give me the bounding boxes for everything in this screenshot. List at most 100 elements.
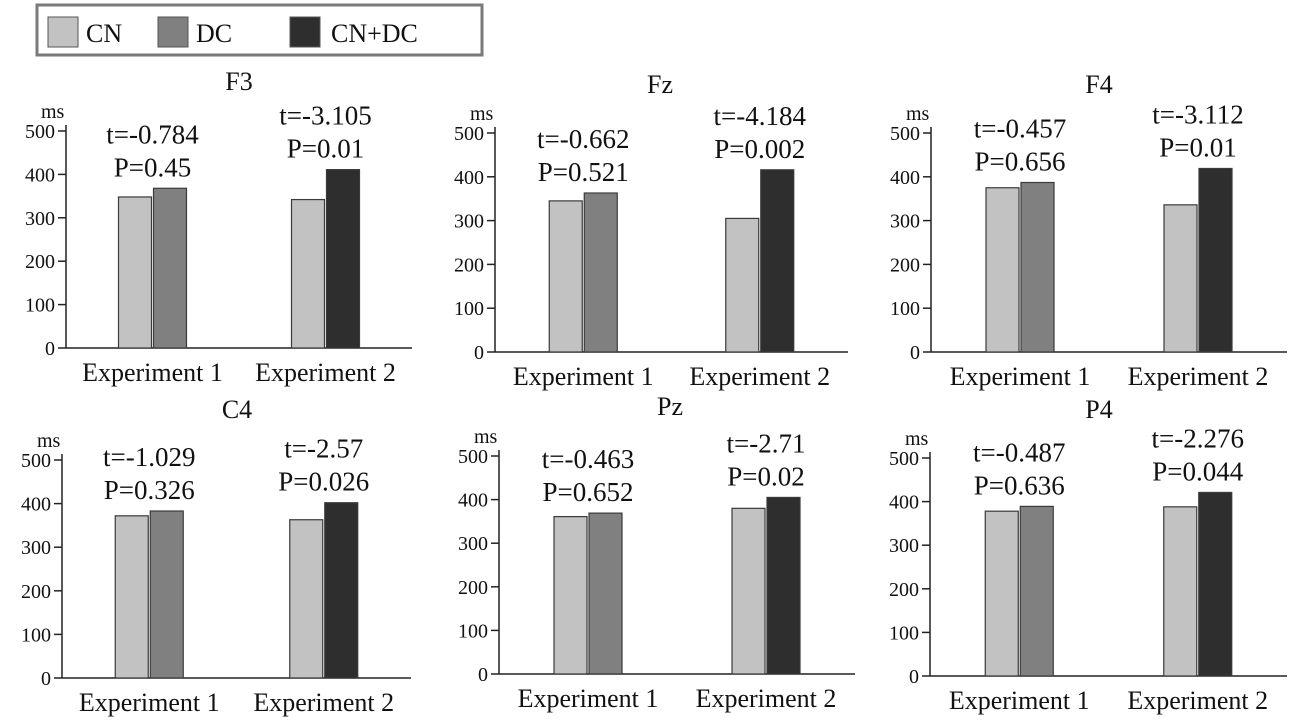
chart-panel-fz: Fz ms 0 100 200 300 400 500 Experiment 1 t=-0.662… <box>454 70 848 391</box>
t-statistic-label: t=-3.112 <box>1152 99 1243 129</box>
y-tick-label: 200 <box>21 581 51 603</box>
y-tick-label: 200 <box>889 579 919 601</box>
y-tick-label: 100 <box>458 620 488 642</box>
y-tick-label: 0 <box>45 338 55 360</box>
y-tick-label: 100 <box>21 624 51 646</box>
panel-title: F3 <box>225 67 252 96</box>
bar-cn-1 <box>548 200 583 353</box>
legend-label-cn-dc: CN+DC <box>331 19 418 48</box>
y-tick-label: 400 <box>890 167 920 189</box>
x-category-label: Experiment 2 <box>696 684 837 713</box>
y-tick-label: 200 <box>890 254 920 276</box>
y-tick-label: 0 <box>474 342 484 364</box>
p-value-label: P=0.01 <box>1159 132 1237 162</box>
x-category-label: Experiment 1 <box>79 688 220 717</box>
bar-cn-1 <box>117 196 153 349</box>
y-unit-label: ms <box>470 103 494 125</box>
x-category-label: Experiment 2 <box>255 358 396 387</box>
y-tick-label: 300 <box>454 211 484 233</box>
y-tick-label: 400 <box>889 492 919 514</box>
y-tick-label: 500 <box>25 121 55 143</box>
x-category-label: Experiment 2 <box>689 362 830 391</box>
panel-title: Pz <box>657 392 683 421</box>
p-value-label: P=0.044 <box>1152 456 1243 486</box>
legend-swatch-cn <box>47 16 79 48</box>
x-category-label: Experiment 1 <box>949 686 1090 715</box>
p-value-label: P=0.026 <box>278 467 369 497</box>
y-tick-label: 400 <box>454 167 484 189</box>
p-value-label: P=0.01 <box>287 134 365 164</box>
bar-cn-dc-2 <box>324 502 359 679</box>
x-category-label: Experiment 1 <box>518 684 659 713</box>
t-statistic-label: t=-3.105 <box>279 101 371 131</box>
bar-cn-1 <box>553 516 588 675</box>
bar-cn-2 <box>1163 506 1198 677</box>
chart-panel-f4: F4 ms 0 100 200 300 400 500 Experiment 1 t=-0.457… <box>890 70 1287 391</box>
legend-swatch-dc <box>157 16 189 48</box>
t-statistic-label: t=-2.71 <box>727 428 806 458</box>
panel-title: F4 <box>1085 70 1112 99</box>
chart-panel-f3: F3 ms 0 100 200 300 400 500 Experiment 1 t=-0.784… <box>25 67 412 387</box>
panel-title: Fz <box>647 70 673 99</box>
y-tick-label: 300 <box>889 535 919 557</box>
p-value-label: P=0.656 <box>975 146 1066 176</box>
y-tick-label: 400 <box>21 494 51 516</box>
t-statistic-label: t=-1.029 <box>103 442 195 472</box>
bar-cn-dc-2 <box>766 496 801 675</box>
t-statistic-label: t=-4.184 <box>714 101 807 131</box>
p-value-label: P=0.326 <box>104 475 195 505</box>
p-value-label: P=0.45 <box>114 152 192 182</box>
bar-cn-2 <box>290 198 326 349</box>
y-tick-label: 200 <box>458 577 488 599</box>
y-tick-label: 500 <box>454 123 484 145</box>
y-tick-label: 400 <box>458 490 488 512</box>
y-tick-label: 500 <box>458 446 488 468</box>
y-unit-label: ms <box>474 426 498 448</box>
bar-cn-dc-2 <box>760 169 795 353</box>
y-tick-label: 200 <box>454 254 484 276</box>
y-tick-label: 100 <box>889 622 919 644</box>
bar-dc-1 <box>583 192 618 353</box>
bar-cn-2 <box>731 507 766 675</box>
t-statistic-label: t=-2.57 <box>284 434 363 464</box>
y-tick-label: 100 <box>25 295 55 317</box>
bar-cn-2 <box>1163 204 1198 353</box>
y-unit-label: ms <box>37 430 61 452</box>
y-tick-label: 300 <box>25 208 55 230</box>
t-statistic-label: t=-0.784 <box>106 119 199 149</box>
chart-panel-p4: P4 ms 0 100 200 300 400 500 Experiment 1 t=-0.487… <box>889 395 1287 715</box>
y-tick-label: 100 <box>890 298 920 320</box>
legend-swatch-cn-dc <box>289 16 321 48</box>
bar-dc-1 <box>152 187 188 349</box>
panel-title: P4 <box>1085 395 1112 424</box>
bar-cn-2 <box>289 519 324 679</box>
bar-cn-2 <box>725 217 760 353</box>
bar-cn-dc-2 <box>1198 491 1233 677</box>
x-category-label: Experiment 1 <box>82 358 223 387</box>
bar-cn-1 <box>114 515 149 679</box>
legend-label-cn: CN <box>86 19 122 48</box>
x-category-label: Experiment 2 <box>1127 686 1268 715</box>
chart-panels: F3 ms 0 100 200 300 400 500 Experiment 1 t=-0.784… <box>21 67 1287 717</box>
y-tick-label: 0 <box>41 668 51 690</box>
bar-dc-1 <box>1020 181 1055 353</box>
t-statistic-label: t=-0.662 <box>537 124 629 154</box>
y-tick-label: 300 <box>21 537 51 559</box>
p-value-label: P=0.521 <box>538 157 629 187</box>
bar-cn-1 <box>985 187 1020 353</box>
y-unit-label: ms <box>906 103 930 125</box>
y-tick-label: 400 <box>25 164 55 186</box>
y-tick-label: 100 <box>454 298 484 320</box>
t-statistic-label: t=-2.276 <box>1152 423 1244 453</box>
y-unit-label: ms <box>905 428 929 450</box>
bar-dc-1 <box>588 512 623 675</box>
panel-title: C4 <box>222 395 252 424</box>
t-statistic-label: t=-0.463 <box>542 444 634 474</box>
chart-panel-c4: C4 ms 0 100 200 300 400 500 Experiment 1 t=-1.029… <box>21 395 411 717</box>
y-tick-label: 500 <box>889 448 919 470</box>
p-value-label: P=0.652 <box>543 477 634 507</box>
bar-dc-1 <box>149 510 184 679</box>
p-value-label: P=0.02 <box>727 461 805 491</box>
t-statistic-label: t=-0.457 <box>974 113 1066 143</box>
x-category-label: Experiment 1 <box>513 362 654 391</box>
